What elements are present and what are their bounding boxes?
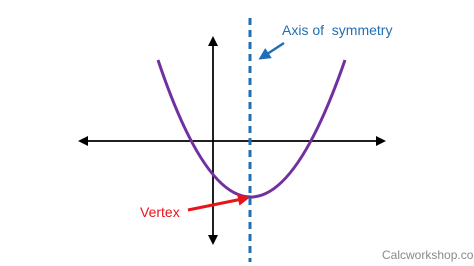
vertex-label: Vertex: [140, 204, 180, 220]
parabola: [156, 59, 347, 199]
axis-label: Axis of symmetry: [282, 22, 392, 38]
axis-arrow: [258, 41, 285, 60]
watermark: Calcworkshop.com: [382, 248, 474, 262]
vertex-arrow: [187, 193, 250, 212]
